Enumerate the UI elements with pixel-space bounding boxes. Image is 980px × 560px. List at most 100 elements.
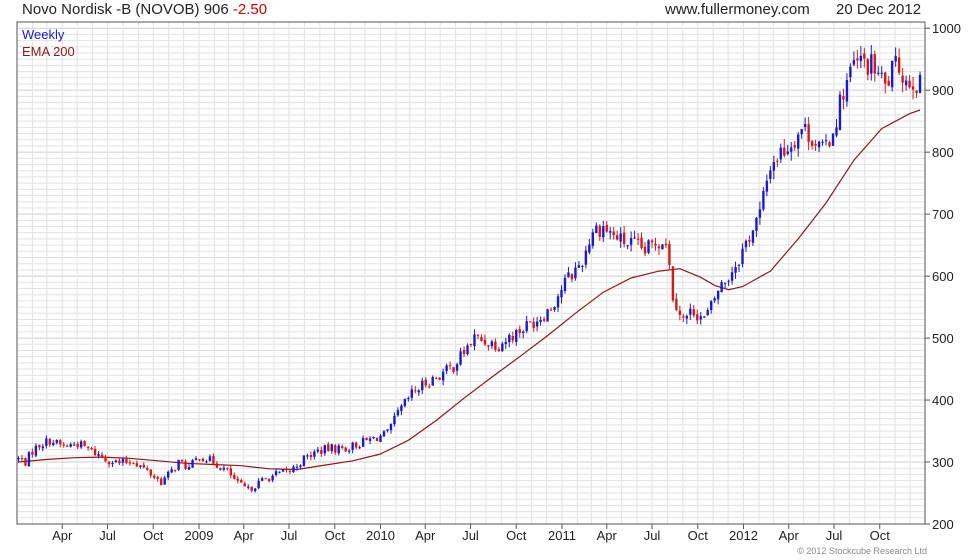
ema-200-line: [18, 109, 921, 471]
chart-title: Novo Nordisk -B (NOVOB) 906 -2.50: [22, 1, 267, 18]
candle-body: [817, 141, 821, 148]
candle-body: [226, 467, 229, 469]
candle-body: [609, 231, 612, 233]
candle-body: [163, 477, 166, 485]
candle-body: [462, 350, 466, 355]
candle-body: [354, 442, 358, 448]
y-tick-label: 400: [932, 393, 954, 408]
candle-body: [229, 468, 233, 476]
candle-body: [626, 245, 629, 247]
candle-body: [368, 438, 372, 441]
candle-body: [894, 55, 897, 62]
candle-body: [480, 337, 483, 341]
candle-body: [177, 459, 180, 470]
candle-body: [908, 80, 911, 88]
candle-body: [410, 389, 414, 398]
candle-body: [803, 124, 807, 128]
candle-body: [424, 379, 427, 386]
candle-body: [884, 72, 887, 84]
candle-body: [633, 237, 636, 239]
candle-body: [118, 460, 121, 464]
y-tick-label: 600: [932, 269, 954, 284]
candle-body: [337, 445, 340, 454]
candle-body: [41, 446, 45, 449]
candle-body: [897, 57, 901, 73]
candle-body: [166, 471, 170, 478]
candle-body: [786, 151, 789, 154]
x-tick-label: Oct: [143, 528, 164, 543]
candle-body: [146, 468, 149, 470]
last-price: 906: [203, 1, 229, 18]
candle-body: [111, 462, 114, 465]
x-tick-label: Jul: [462, 528, 479, 543]
candle-body: [532, 321, 535, 328]
x-tick-label: Oct: [870, 528, 891, 543]
candle-body: [379, 435, 382, 442]
candle-body: [17, 458, 20, 460]
candle-body: [734, 267, 737, 273]
candle-body: [835, 127, 838, 136]
candle-body: [755, 217, 758, 231]
candle-body: [758, 209, 762, 218]
candle-body: [414, 390, 417, 392]
candle-body: [452, 367, 455, 372]
candle-body: [751, 230, 755, 243]
candle-body: [267, 479, 271, 482]
candle-body: [455, 364, 459, 371]
candle-body: [501, 343, 504, 352]
candle-body: [807, 124, 810, 142]
candle-body: [591, 232, 595, 246]
candle-body: [870, 54, 873, 74]
candle-body: [657, 246, 661, 249]
candle-body: [476, 334, 480, 336]
candle-body: [863, 53, 866, 59]
candle-body: [375, 437, 379, 442]
candle-body: [184, 461, 187, 469]
candle-body: [730, 272, 734, 281]
candle-body: [93, 448, 97, 456]
candle-body: [678, 310, 682, 315]
candle-body: [128, 462, 132, 464]
candle-body: [400, 405, 403, 412]
candle-body: [83, 440, 86, 446]
candle-body: [341, 446, 344, 448]
chart-date: 20 Dec 2012: [836, 1, 922, 18]
candle-body: [671, 266, 675, 301]
candle-body: [779, 147, 782, 160]
candle-body: [34, 445, 38, 456]
candle-body: [20, 458, 24, 460]
y-tick-label: 900: [932, 83, 954, 98]
candle-body: [549, 309, 553, 311]
x-tick-label: Oct: [688, 528, 709, 543]
candle-body: [306, 455, 309, 457]
candle-body: [918, 74, 922, 93]
candle-body: [849, 66, 852, 78]
candle-body: [560, 289, 563, 298]
candle-body: [528, 321, 532, 323]
candle-body: [264, 478, 267, 480]
candle-body: [511, 336, 514, 341]
candle-body: [278, 471, 281, 473]
candle-body: [744, 240, 748, 248]
candle-body: [661, 244, 664, 250]
candle-body: [320, 450, 323, 454]
y-tick-label: 500: [932, 331, 954, 346]
candle-body: [838, 94, 842, 131]
candle-body: [629, 237, 633, 245]
candle-body: [38, 444, 41, 448]
candle-body: [417, 390, 420, 393]
candle-body: [445, 365, 448, 372]
candle-body: [497, 349, 501, 352]
candle-body: [194, 458, 198, 461]
candle-body: [250, 486, 253, 491]
candle-body: [205, 461, 208, 463]
candle-body: [372, 436, 375, 439]
candle-body: [877, 72, 880, 74]
candle-body: [351, 442, 354, 450]
candle-body: [810, 141, 814, 146]
site-url[interactable]: www.fullermoney.com: [665, 1, 810, 18]
candle-body: [696, 314, 699, 321]
candle-body: [692, 309, 695, 316]
candle-body: [386, 429, 389, 431]
candle-body: [212, 455, 215, 464]
